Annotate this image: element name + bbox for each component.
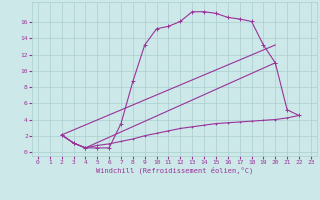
X-axis label: Windchill (Refroidissement éolien,°C): Windchill (Refroidissement éolien,°C) [96, 167, 253, 174]
